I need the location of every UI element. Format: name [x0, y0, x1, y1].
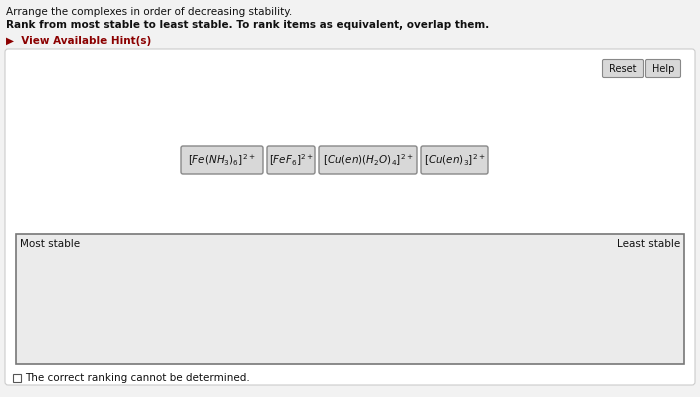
Text: Rank from most stable to least stable. To rank items as equivalent, overlap them: Rank from most stable to least stable. T… [6, 20, 489, 30]
FancyBboxPatch shape [16, 234, 684, 364]
FancyBboxPatch shape [603, 60, 643, 77]
FancyBboxPatch shape [319, 146, 417, 174]
Text: Reset: Reset [609, 64, 637, 73]
Text: Least stable: Least stable [617, 239, 680, 249]
FancyBboxPatch shape [421, 146, 488, 174]
Text: $[Cu(en)_3]^{2+}$: $[Cu(en)_3]^{2+}$ [424, 152, 485, 168]
Text: Help: Help [652, 64, 674, 73]
FancyBboxPatch shape [645, 60, 680, 77]
FancyBboxPatch shape [181, 146, 263, 174]
Text: $[Cu(en)(H_2O)_4]^{2+}$: $[Cu(en)(H_2O)_4]^{2+}$ [323, 152, 413, 168]
Text: Arrange the complexes in order of decreasing stability.: Arrange the complexes in order of decrea… [6, 7, 293, 17]
FancyBboxPatch shape [13, 374, 21, 382]
Text: $[Fe(NH_3)_6]^{2+}$: $[Fe(NH_3)_6]^{2+}$ [188, 152, 256, 168]
FancyBboxPatch shape [267, 146, 315, 174]
FancyBboxPatch shape [5, 49, 695, 385]
Text: The correct ranking cannot be determined.: The correct ranking cannot be determined… [25, 373, 250, 383]
Text: $[FeF_6]^{2+}$: $[FeF_6]^{2+}$ [269, 152, 314, 168]
Text: Most stable: Most stable [20, 239, 80, 249]
Text: ▶  View Available Hint(s): ▶ View Available Hint(s) [6, 36, 151, 46]
